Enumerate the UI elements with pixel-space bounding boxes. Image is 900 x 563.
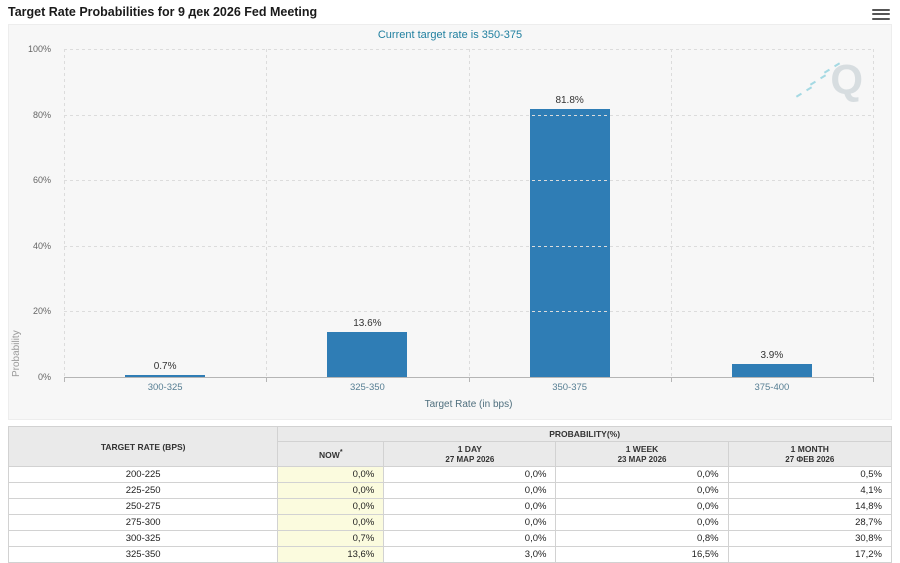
bar-375-400[interactable]	[731, 364, 812, 377]
x-axis-tick	[468, 377, 470, 382]
y-tick-label: 0%	[37, 372, 51, 382]
bar-slot: 0.7%	[64, 49, 266, 377]
cell-1-week: 0,0%	[555, 498, 729, 515]
bars-container: 0.7% 13.6% 81.8% 3.9%	[64, 49, 873, 377]
gridline-vertical	[670, 49, 672, 377]
cell-rate: 325-350	[7, 546, 279, 563]
cell-now: 0,7%	[277, 530, 385, 547]
cell-1-month: 0,5%	[727, 466, 893, 483]
cell-now: 0,0%	[277, 514, 385, 531]
cell-now: 0,0%	[277, 482, 385, 499]
col-header-target-rate: TARGET RATE (BPS)	[7, 426, 279, 467]
bar-325-350[interactable]	[327, 332, 408, 377]
hamburger-menu-icon[interactable]	[872, 6, 890, 22]
gridline-vertical	[266, 49, 268, 377]
x-axis-tick	[64, 377, 65, 382]
cell-1-day: 0,0%	[383, 466, 557, 483]
chart-subtitle: Current target rate is 350-375	[377, 29, 523, 41]
cell-1-day: 0,0%	[383, 482, 557, 499]
cell-rate: 275-300	[7, 514, 279, 531]
cell-1-month: 14,8%	[727, 498, 893, 515]
bar-300-325[interactable]	[125, 374, 206, 377]
table-row: 275-300 0,0% 0,0% 0,0% 28,7%	[7, 514, 893, 531]
cell-1-month: 28,7%	[727, 514, 893, 531]
cell-1-week: 0,0%	[555, 514, 729, 531]
table-row: 300-325 0,7% 0,0% 0,8% 30,8%	[7, 530, 893, 547]
plot-area: Q 0.7% 13.6% 81.8% 3.9%	[64, 49, 874, 382]
x-category-label: 375-400	[754, 382, 790, 393]
cell-1-day: 0,0%	[383, 514, 557, 531]
cell-rate: 225-250	[7, 482, 279, 499]
table-row: 225-250 0,0% 0,0% 0,0% 4,1%	[7, 482, 893, 499]
y-tick-label: 20%	[32, 306, 51, 317]
cell-1-month: 4,1%	[727, 482, 893, 499]
y-tick-label: 60%	[32, 175, 51, 186]
table-row: 325-350 13,6% 3,0% 16,5% 17,2%	[7, 546, 893, 563]
col-header-1-week: 1 WEEK 23 МАР 2026	[555, 441, 729, 467]
cell-1-day: 0,0%	[383, 498, 557, 515]
x-axis-tick	[873, 377, 874, 382]
x-category-label: 350-375	[552, 382, 588, 393]
cell-1-month: 30,8%	[727, 530, 893, 547]
page-title: Target Rate Probabilities for 9 дек 2026…	[8, 5, 318, 19]
bar-slot: 3.9%	[671, 49, 873, 377]
bar-value-label: 13.6%	[353, 318, 382, 330]
gridline-vertical	[873, 49, 874, 377]
gridline-vertical	[64, 49, 65, 377]
x-axis-tick	[670, 377, 672, 382]
cell-rate: 200-225	[7, 466, 279, 483]
x-axis-title: Target Rate (in bps)	[424, 399, 513, 410]
table-row: 200-225 0,0% 0,0% 0,0% 0,5%	[7, 466, 893, 483]
top-bar: Target Rate Probabilities for 9 дек 2026…	[0, 0, 900, 24]
x-axis-labels: 300-325 325-350 350-375 375-400	[64, 382, 873, 393]
probability-table: TARGET RATE (BPS) PROBABILITY(%) NOW* 1 D…	[7, 426, 893, 563]
col-header-1-month: 1 MONTH 27 ФЕВ 2026	[727, 441, 893, 467]
cell-now: 13,6%	[277, 546, 385, 563]
x-category-label: 300-325	[147, 382, 183, 393]
bar-slot: 13.6%	[266, 49, 468, 377]
col-header-now: NOW*	[277, 441, 385, 467]
cell-1-week: 0,0%	[555, 482, 729, 499]
cell-1-day: 0,0%	[383, 530, 557, 547]
cell-1-month: 17,2%	[727, 546, 893, 563]
bar-slot: 81.8%	[469, 49, 671, 377]
cell-1-day: 3,0%	[383, 546, 557, 563]
col-header-probability: PROBABILITY(%)	[277, 426, 892, 442]
probability-bar-chart: Current target rate is 350-375 Probabili…	[8, 24, 892, 420]
table-row: 250-275 0,0% 0,0% 0,0% 14,8%	[7, 498, 893, 515]
cell-rate: 250-275	[7, 498, 279, 515]
bar-350-375[interactable]	[529, 108, 610, 377]
x-axis-tick	[266, 377, 268, 382]
y-tick-label: 40%	[32, 240, 51, 251]
cell-rate: 300-325	[7, 530, 279, 547]
cell-1-week: 0,0%	[555, 466, 729, 483]
bar-value-label: 3.9%	[760, 350, 784, 362]
x-category-label: 325-350	[349, 382, 385, 393]
y-tick-label: 100%	[27, 44, 51, 54]
cell-1-week: 0,8%	[555, 530, 729, 547]
bar-value-label: 81.8%	[555, 94, 584, 106]
cell-now: 0,0%	[277, 498, 385, 515]
cell-now: 0,0%	[277, 466, 385, 483]
y-tick-label: 80%	[32, 109, 51, 120]
cell-1-week: 16,5%	[555, 546, 729, 563]
bar-value-label: 0.7%	[153, 360, 177, 372]
col-header-1-day: 1 DAY 27 МАР 2026	[383, 441, 557, 467]
gridline-vertical	[468, 49, 470, 377]
y-axis: 100% 80% 60% 40% 20% 0%	[9, 44, 57, 382]
